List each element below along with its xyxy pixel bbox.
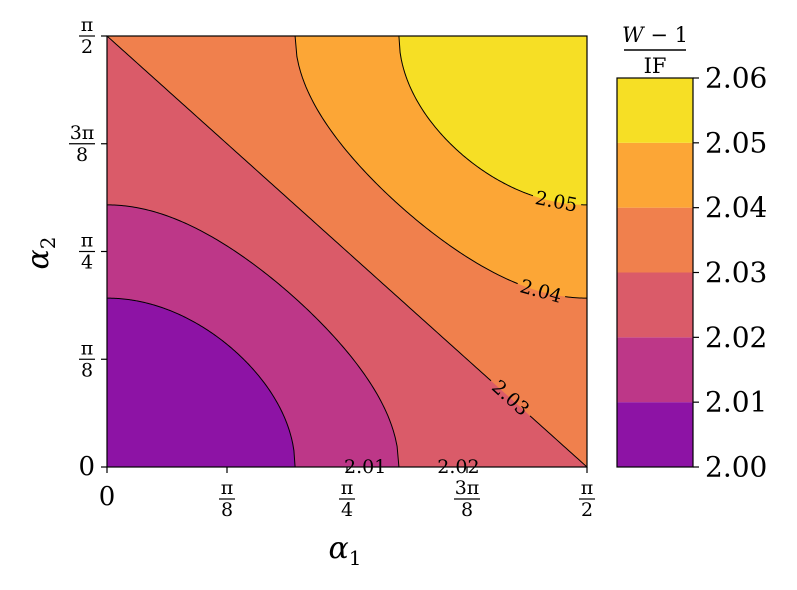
x-axis-label-sub: 1 — [349, 546, 362, 570]
svg-text:0: 0 — [99, 482, 116, 512]
colorbar-tick-label-2: 2.02 — [705, 321, 767, 354]
svg-text:2: 2 — [81, 36, 93, 58]
y-tick-label-0: 0 — [78, 452, 95, 482]
contour-band-2.05 — [398, 36, 587, 205]
colorbar-tick-label-5: 2.05 — [705, 126, 767, 159]
svg-text:2: 2 — [581, 499, 593, 521]
colorbar-tick-label-3: 2.03 — [705, 256, 767, 289]
colorbar: W − 1 IF 2.00 2.01 2.02 2.03 2.04 2.05 2.06 — [616, 23, 767, 484]
plot-area: 2.01 2.022.032.042.05 — [106, 35, 588, 478]
colorbar-title-numerator: W − 1 — [622, 23, 688, 47]
colorbar-tick-label-4: 2.04 — [705, 191, 767, 224]
svg-text:π: π — [81, 14, 94, 36]
colorbar-swatch-2.03 — [617, 207, 693, 273]
svg-text:8: 8 — [221, 499, 233, 521]
x-tick-label-2: π4 — [339, 477, 355, 521]
svg-text:π: π — [581, 477, 594, 499]
colorbar-swatch-2.00 — [617, 402, 693, 467]
colorbar-swatch-2.05 — [617, 78, 693, 143]
colorbar-swatch-2.01 — [617, 337, 693, 403]
svg-text:4: 4 — [81, 252, 93, 274]
colorbar-swatch-2.02 — [617, 272, 693, 338]
svg-text:π: π — [81, 230, 94, 252]
x-tick-label-1: π8 — [219, 477, 235, 521]
svg-text:8: 8 — [76, 144, 88, 166]
x-axis-label: α1 — [329, 531, 362, 570]
svg-text:0: 0 — [78, 452, 95, 482]
y-axis-label-sub: 2 — [36, 237, 60, 250]
x-tick-label-0: 0 — [99, 482, 116, 512]
colorbar-tick-label-0: 2.00 — [705, 451, 767, 484]
svg-text:3π: 3π — [455, 477, 480, 499]
x-tick-label-4: π2 — [579, 477, 595, 521]
y-tick-label-2: π4 — [79, 230, 95, 274]
svg-text:π: π — [81, 337, 94, 359]
svg-text:8: 8 — [461, 499, 473, 521]
colorbar-tick-label-6: 2.06 — [705, 62, 767, 95]
x-tick-label-3: 3π8 — [454, 477, 480, 521]
svg-text:3π: 3π — [70, 122, 95, 144]
svg-text:4: 4 — [341, 499, 353, 521]
svg-text:π: π — [221, 477, 234, 499]
svg-text:8: 8 — [81, 359, 93, 381]
y-tick-label-4: π2 — [79, 14, 95, 58]
colorbar-title-denominator: IF — [644, 54, 667, 78]
colorbar-tick-label-1: 2.01 — [705, 386, 767, 419]
svg-text:π: π — [341, 477, 354, 499]
colorbar-title: W − 1 IF — [622, 23, 688, 78]
y-tick-label-1: π8 — [79, 337, 95, 381]
y-tick-label-3: 3π8 — [69, 122, 95, 166]
colorbar-swatch-2.04 — [617, 142, 693, 208]
y-axis-label: α2 — [21, 237, 60, 270]
